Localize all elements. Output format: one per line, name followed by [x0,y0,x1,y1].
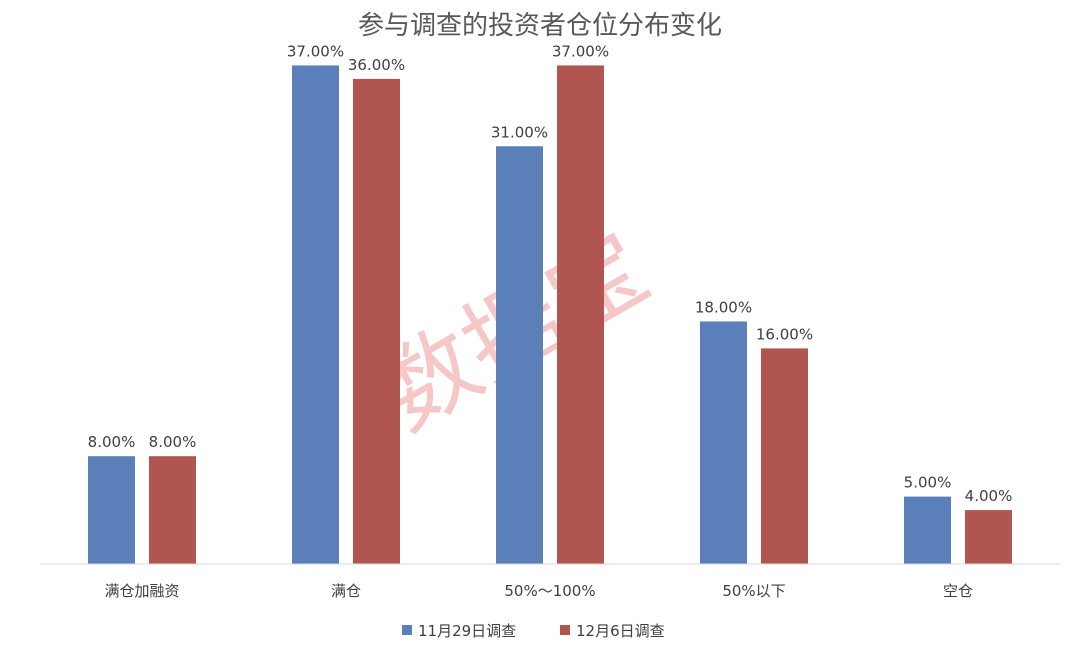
bar [557,65,604,565]
bar [965,510,1012,564]
legend-label: 11月29日调查 [418,622,516,640]
bar [149,456,196,564]
data-label: 8.00% [149,433,197,451]
data-label: 5.00% [904,474,952,492]
bar [88,456,135,564]
bar [496,146,543,564]
x-tick-label: 50%～100% [504,582,595,600]
data-label: 31.00% [491,123,548,141]
bar [761,348,808,564]
bar [353,78,400,565]
bar-group [88,65,1012,565]
data-label: 8.00% [88,433,136,451]
x-tick-label: 满仓加融资 [104,582,179,600]
x-tick-labels: 满仓加融资 满仓 50%～100% 50%以下 空仓 [104,582,973,600]
bar [700,321,747,564]
data-labels: 8.00% 8.00%37.00%36.00%31.00%37.00%18.00%… [88,42,1013,505]
x-tick-label: 50%以下 [722,582,785,600]
bar [292,65,339,565]
legend-swatch [560,625,570,635]
data-label: 18.00% [695,298,752,316]
bar [904,496,951,564]
x-tick-label: 满仓 [331,582,361,600]
data-label: 37.00% [552,42,609,60]
x-tick-label: 空仓 [943,582,973,600]
data-label: 36.00% [348,56,405,74]
data-label: 16.00% [756,325,813,343]
legend: 11月29日调查 12月6日调查 [402,622,665,640]
legend-label: 12月6日调查 [576,622,665,640]
data-label: 37.00% [287,42,344,60]
chart-title: 参与调查的投资者仓位分布变化 [358,11,722,41]
legend-swatch [402,625,412,635]
data-label: 4.00% [965,487,1013,505]
